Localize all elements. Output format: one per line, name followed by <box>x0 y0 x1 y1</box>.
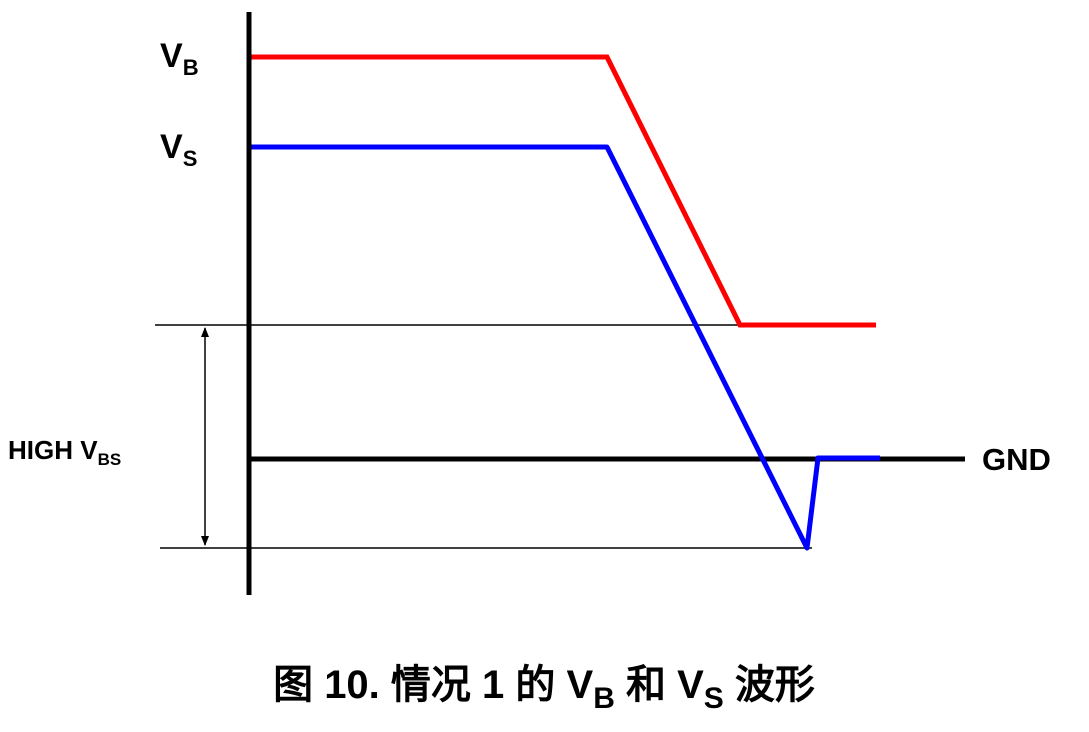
vb-sub: B <box>183 55 199 80</box>
vb-waveform <box>249 54 876 328</box>
caption-sub: B <box>593 682 615 715</box>
high-vbs-sub: BS <box>98 450 122 469</box>
caption-sub: S <box>704 682 724 715</box>
vs-main: V <box>160 128 183 166</box>
caption-part: 和 V <box>615 663 704 707</box>
gnd-label: GND <box>982 442 1051 477</box>
vs-sub: S <box>183 146 198 171</box>
vb-label: VB <box>160 37 199 80</box>
high-vbs-label: HIGH VBS <box>8 435 121 469</box>
vs-label: VS <box>160 128 197 171</box>
caption-part: 图 10. 情况 1 的 V <box>273 663 593 707</box>
caption-part: 波形 <box>724 663 815 707</box>
high-vbs-main: HIGH V <box>8 435 98 465</box>
vs-waveform <box>249 144 880 551</box>
caption: 图 10. 情况 1 的 VB 和 VS 波形 <box>273 663 815 715</box>
vb-main: V <box>160 37 183 75</box>
